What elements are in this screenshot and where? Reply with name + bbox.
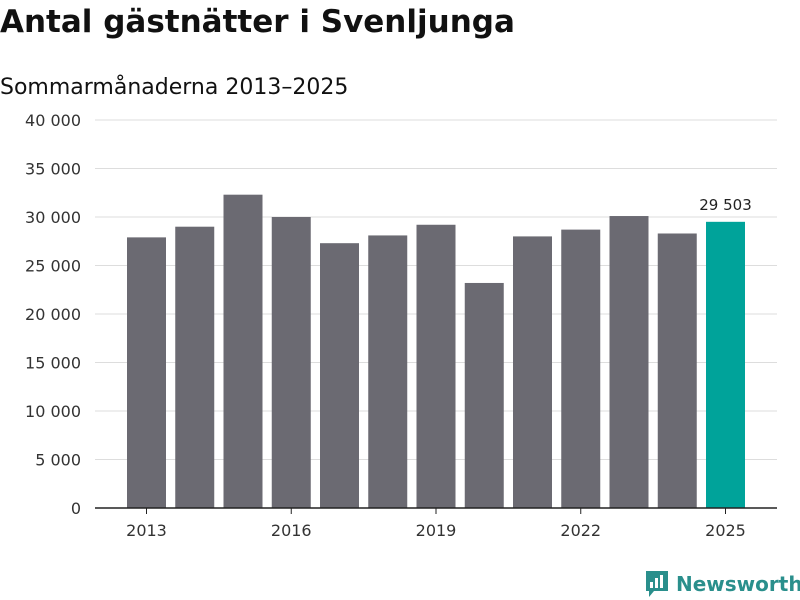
y-tick-label: 0 [71, 499, 81, 518]
x-tick-label: 2025 [705, 521, 746, 540]
x-axis: 2013 2016 2019 2022 2025 [95, 507, 777, 540]
bar-2015 [223, 194, 263, 508]
data-label: 29 503 [699, 196, 752, 214]
y-tick-label: 20 000 [25, 305, 81, 324]
bar-2022 [561, 229, 601, 509]
bar-2018 [368, 235, 408, 508]
y-axis-tick-labels: 0 5 000 10 000 15 000 20 000 25 000 30 000 35 0… [25, 111, 81, 518]
brand-name: Newsworthy [676, 572, 800, 596]
y-tick-label: 35 000 [25, 160, 81, 179]
x-tick-label: 2022 [560, 521, 601, 540]
x-tick-label: 2019 [416, 521, 457, 540]
bar-2017 [320, 243, 359, 508]
bar-2016 [271, 217, 311, 508]
y-tick-label: 30 000 [25, 208, 81, 227]
x-tick-label: 2016 [271, 521, 312, 540]
newsworthy-logo: Newsworthy [644, 569, 800, 599]
data-labels: 29 503 [699, 196, 752, 214]
x-tick-label: 2013 [126, 521, 167, 540]
y-tick-label: 10 000 [25, 402, 81, 421]
chart-title: Antal gästnätter i Svenljunga [0, 4, 515, 40]
newsworthy-logo-icon [646, 571, 668, 597]
chart-subtitle: Sommarmånaderna 2013–2025 [0, 75, 349, 100]
bar-2025 [706, 221, 745, 508]
y-tick-label: 25 000 [25, 257, 81, 276]
y-tick-label: 5 000 [35, 451, 81, 470]
y-tick-label: 15 000 [25, 354, 81, 373]
bar-2021 [513, 236, 552, 508]
bar-2014 [175, 226, 215, 508]
bar-2023 [609, 216, 649, 508]
bar-2020 [464, 282, 504, 508]
bars [127, 194, 745, 509]
y-tick-label: 40 000 [25, 111, 81, 130]
bar-2019 [416, 224, 456, 508]
bar-2013 [127, 237, 166, 508]
bar-2024 [657, 233, 697, 509]
